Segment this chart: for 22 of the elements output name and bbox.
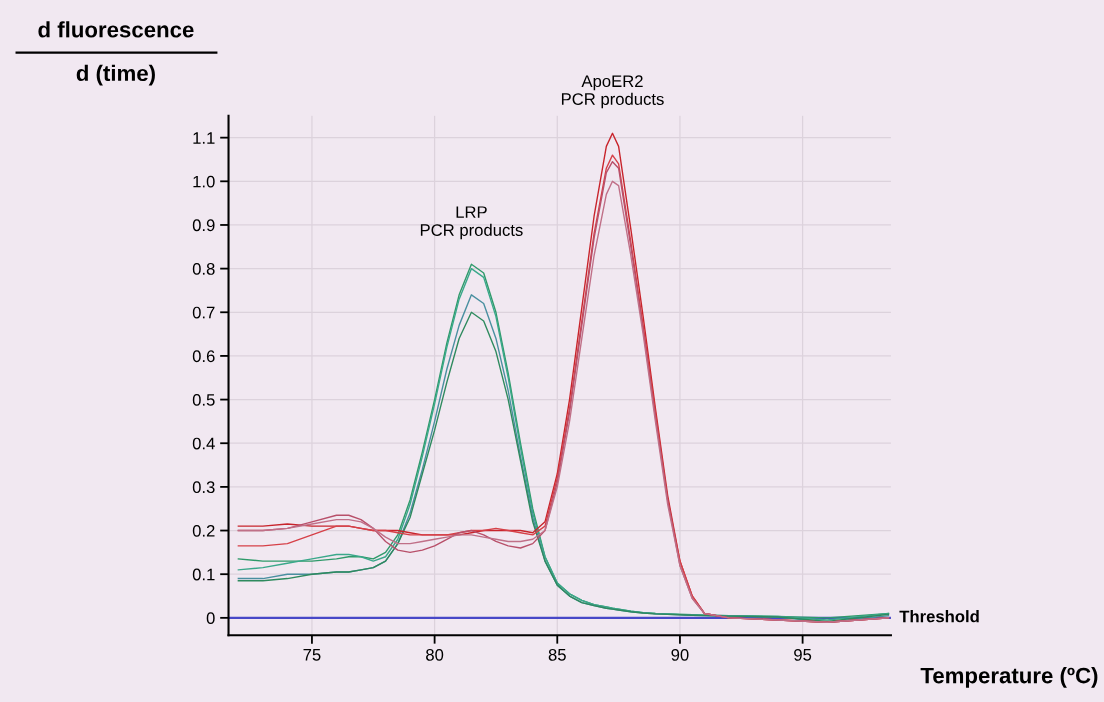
y-tick-label: 0.8 (192, 263, 215, 275)
x-tick-label: 75 (303, 649, 321, 661)
x-tick-label: 85 (548, 648, 566, 661)
annotation: LRP PCR products (420, 206, 523, 240)
y-tick-label: 0.4 (192, 437, 215, 450)
y-tick-label: 0.5 (192, 393, 215, 406)
annotation: ApoER2 PCR products (561, 75, 664, 109)
y-tick-label: 1.0 (193, 175, 215, 188)
y-tick-label: 0.9 (192, 219, 215, 232)
x-tick-label: 80 (426, 648, 444, 661)
y-tick-label: 0.3 (192, 481, 215, 494)
y-tick-label: 0 (206, 612, 215, 625)
y-tick-label: 1.1 (193, 132, 215, 144)
x-tick-label: 95 (794, 648, 812, 661)
ref-line-label: Threshold (899, 610, 979, 623)
y-tick-label: 0.1 (192, 568, 215, 581)
y-tick-label: 0.7 (192, 306, 215, 319)
text: d fluorescence d (time) (38, 21, 194, 86)
x-tick-label: 90 (671, 648, 689, 661)
x-axis-title: Temperature (ºC) (920, 667, 1098, 688)
y-tick-label: 0.6 (192, 350, 215, 363)
y-tick-label: 0.2 (192, 524, 215, 537)
